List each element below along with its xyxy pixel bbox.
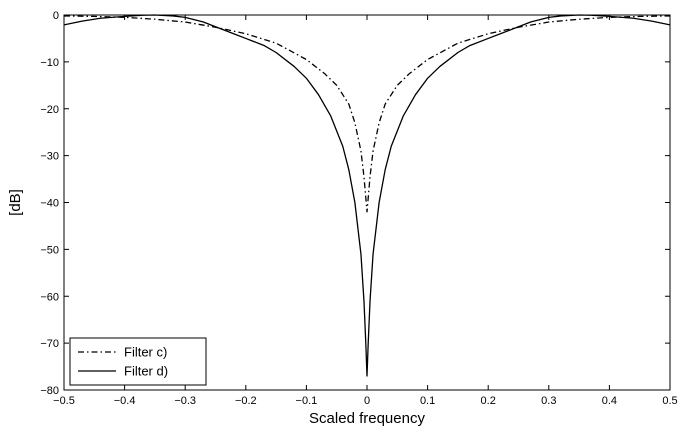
legend-label-filter-d: Filter d)	[124, 364, 168, 379]
legend-box	[69, 337, 207, 386]
y-tick-label: −10	[40, 57, 59, 69]
y-tick-label: −60	[40, 291, 59, 303]
y-tick-label: −40	[40, 198, 59, 210]
x-axis-title: Scaled frequency	[309, 410, 425, 427]
x-tick-label: −0.5	[53, 395, 75, 407]
legend: Filter c) Filter d)	[69, 337, 207, 386]
legend-label-filter-c: Filter c)	[124, 345, 167, 360]
x-tick-label: −0.3	[174, 395, 196, 407]
x-tick-label: 0	[364, 395, 370, 407]
x-tick-label: 0.3	[541, 395, 556, 407]
x-tick-label: 0.4	[602, 395, 617, 407]
series-line-filter-c	[63, 15, 671, 213]
axes: −0.5 −0.4 −0.3 −0.2 −0.1 0 0.1 0.2 0.3 0.4 0.5 0 −10…	[40, 10, 677, 407]
series-line-filter-d	[63, 14, 671, 377]
y-tick-label: −70	[40, 338, 59, 350]
y-tick-label: 0	[53, 10, 59, 22]
x-tick-label: 0.1	[420, 395, 435, 407]
y-tick-label: −80	[40, 385, 59, 397]
y-tick-label: −30	[40, 151, 59, 163]
plot-area	[63, 14, 671, 377]
plot-frame	[63, 14, 671, 391]
y-axis-title: [dB]	[7, 189, 24, 216]
x-tick-label: −0.2	[235, 395, 257, 407]
x-tick-label: −0.1	[296, 395, 318, 407]
x-tick-label: −0.4	[114, 395, 136, 407]
y-tick-label: −50	[40, 244, 59, 256]
x-tick-label: 0.5	[662, 395, 677, 407]
y-tick-label: −20	[40, 104, 59, 116]
x-tick-label: 0.2	[481, 395, 496, 407]
